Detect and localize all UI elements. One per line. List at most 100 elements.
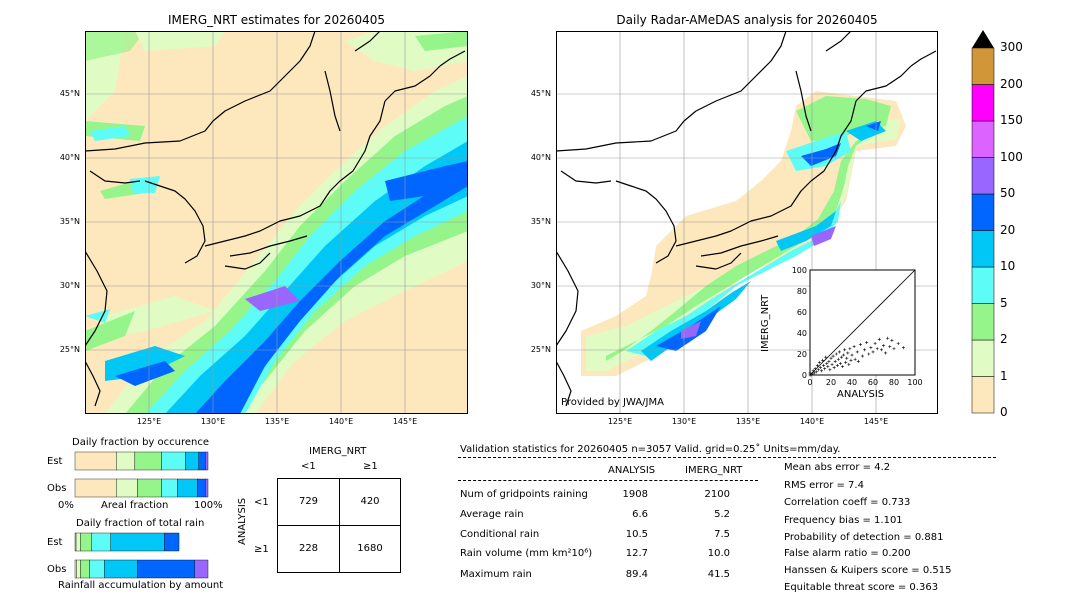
colorbar-tick-label: 5 <box>1000 295 1008 310</box>
one-to-one-line <box>809 269 916 376</box>
stat-correlation: Correlation coeff = 0.733 <box>784 497 911 508</box>
contingency-row-title: ANALYSIS <box>237 497 248 545</box>
scatter-ylabel: IMERG_NRT <box>760 294 771 352</box>
contingency-col-title: IMERG_NRT <box>309 446 367 457</box>
colorbar-tick-label: 20 <box>1000 222 1016 237</box>
stats-row-imerg: 41.5 <box>707 569 730 580</box>
stats-row-analysis: 1908 <box>622 489 648 500</box>
left-lon-145: 145°E <box>392 417 418 426</box>
right-map-title: Daily Radar-AMeDAS analysis for 20260405 <box>616 13 878 27</box>
stacked-bar-segment <box>177 478 198 498</box>
colorbar-cell <box>971 303 995 341</box>
stats-row-analysis: 89.4 <box>625 569 648 580</box>
occurence-title: Daily fraction by occurence <box>72 437 210 448</box>
scatter-point <box>901 346 905 350</box>
scatter-point <box>877 337 881 341</box>
stats-col-imerg: IMERG_NRT <box>685 465 743 476</box>
colorbar-cell <box>971 376 995 414</box>
scatter-point <box>884 351 888 355</box>
stacked-bar-segment <box>116 478 138 498</box>
scatter-point <box>848 347 852 351</box>
scatter-point <box>830 363 834 366</box>
stacked-bar-segment <box>161 478 178 498</box>
scatter-point <box>817 360 821 364</box>
scatter-point <box>829 356 833 360</box>
right-lat-45: 45°N <box>530 89 551 98</box>
stacked-bar-segment <box>116 451 136 471</box>
stat-rmse: RMS error = 7.4 <box>784 480 864 491</box>
stats-row-analysis: 10.5 <box>625 529 648 540</box>
colorbar-tick-label: 2 <box>1000 332 1008 346</box>
scatter-point <box>828 368 832 372</box>
stat-ets: Equitable threat score = 0.363 <box>784 582 939 593</box>
stats-row-label: Conditional rain <box>460 529 540 540</box>
scatter-point <box>852 345 856 349</box>
occurence-bars <box>74 451 209 498</box>
scatter-point <box>826 365 830 369</box>
stacked-bar-segment <box>74 478 117 498</box>
scatter-point <box>867 352 871 356</box>
scatter-point <box>834 352 838 356</box>
stacked-bar-segment <box>74 451 117 471</box>
scatter-point <box>858 343 862 347</box>
cell-lt1-ge1: 420 <box>360 496 380 507</box>
stacked-bar-segment <box>137 478 162 498</box>
right-lat-40: 40°N <box>530 153 551 162</box>
scatter-ytick: 80 <box>797 287 807 296</box>
scatter-point <box>888 345 892 349</box>
colorbar-tick-label: 10 <box>1000 259 1016 273</box>
scatter-point <box>841 365 845 369</box>
scatter-xlabel: ANALYSIS <box>837 389 885 400</box>
scatter-point <box>843 348 847 352</box>
radar-map <box>556 31 938 414</box>
scatter-point <box>836 357 840 361</box>
stats-row-label: Average rain <box>460 509 524 520</box>
colorbar-tick-label: 1 <box>1000 368 1008 383</box>
scatter-point <box>849 358 853 362</box>
stacked-bar-segment <box>205 478 209 498</box>
left-lon-135: 135°E <box>264 417 290 426</box>
scatter-xtick: 0 <box>807 378 812 387</box>
scatter-point <box>846 351 850 355</box>
colorbar-cell <box>971 266 995 304</box>
stats-row-label: Num of gridpoints raining <box>460 489 588 500</box>
scatter-point <box>827 359 831 363</box>
scatter-point <box>879 348 883 352</box>
scatter-point <box>814 370 818 374</box>
contingency-row-lt1: <1 <box>254 497 269 508</box>
left-lon-125: 125°E <box>136 417 162 426</box>
stacked-bar-segment <box>185 451 199 471</box>
colorbar <box>971 30 995 414</box>
cell-ge1-ge1: 1680 <box>357 543 383 554</box>
right-lon-130: 130°E <box>671 417 697 426</box>
provider-credit: Provided by JWA/JMA <box>561 397 664 408</box>
stats-row-analysis: 12.7 <box>625 548 648 559</box>
scatter-xtick: 80 <box>889 378 899 387</box>
scatter-point <box>813 367 817 371</box>
stacked-bar-segment <box>80 532 93 552</box>
scatter-point <box>825 361 829 365</box>
scatter-point <box>820 369 824 373</box>
totalrain-title: Daily fraction of total rain <box>76 518 205 529</box>
scatter-point <box>823 367 827 371</box>
scatter-ytick: 40 <box>797 329 807 338</box>
colorbar-extend-arrow <box>972 30 994 48</box>
occurence-xlabel: Areal fraction <box>101 500 169 511</box>
contingency-col-ge1: ≥1 <box>363 461 378 472</box>
scatter-xtick: 60 <box>868 378 878 387</box>
stacked-bar-segment <box>194 559 209 579</box>
right-lon-145: 145°E <box>863 417 889 426</box>
scatter-xtick: 40 <box>847 378 857 387</box>
scatter-point <box>896 342 900 345</box>
right-lat-25: 25°N <box>530 345 551 354</box>
scatter-point <box>845 356 849 360</box>
scatter-point <box>840 355 843 359</box>
scatter-point <box>855 350 859 354</box>
right-lon-125: 125°E <box>607 417 633 426</box>
stat-pod: Probability of detection = 0.881 <box>784 532 944 543</box>
stacked-bar-segment <box>104 559 138 579</box>
scatter-point <box>873 342 877 345</box>
scatter-point <box>892 347 896 351</box>
scatter-point <box>810 372 814 376</box>
stacked-bar-segment <box>161 451 186 471</box>
